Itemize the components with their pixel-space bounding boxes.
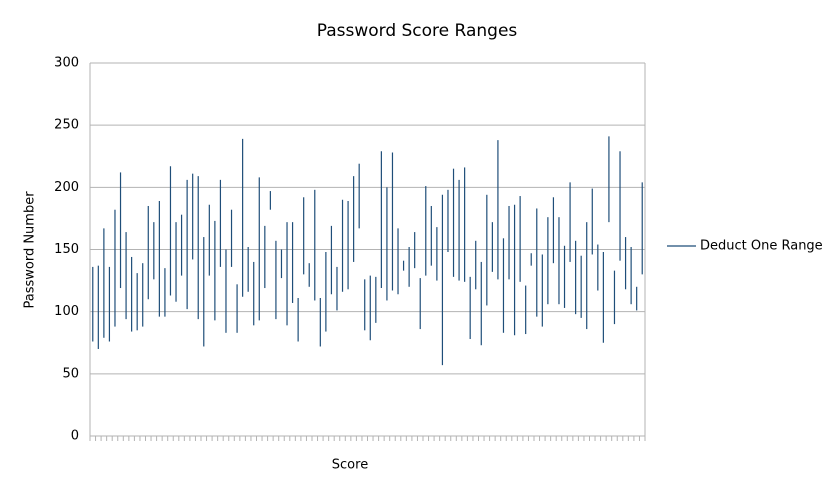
y-tick-label: 100 bbox=[54, 304, 79, 319]
x-axis-label: Score bbox=[332, 458, 368, 473]
legend-label: Deduct One Range bbox=[700, 239, 823, 254]
y-tick-label: 300 bbox=[54, 56, 79, 71]
y-axis-label: Password Number bbox=[23, 191, 38, 309]
y-tick-label: 0 bbox=[71, 429, 79, 444]
y-tick-label: 200 bbox=[54, 180, 79, 195]
y-tick-label: 50 bbox=[62, 366, 79, 381]
y-tick-label: 250 bbox=[54, 118, 79, 133]
y-tick-label: 150 bbox=[54, 242, 79, 257]
chart-title: Password Score Ranges bbox=[317, 21, 518, 41]
